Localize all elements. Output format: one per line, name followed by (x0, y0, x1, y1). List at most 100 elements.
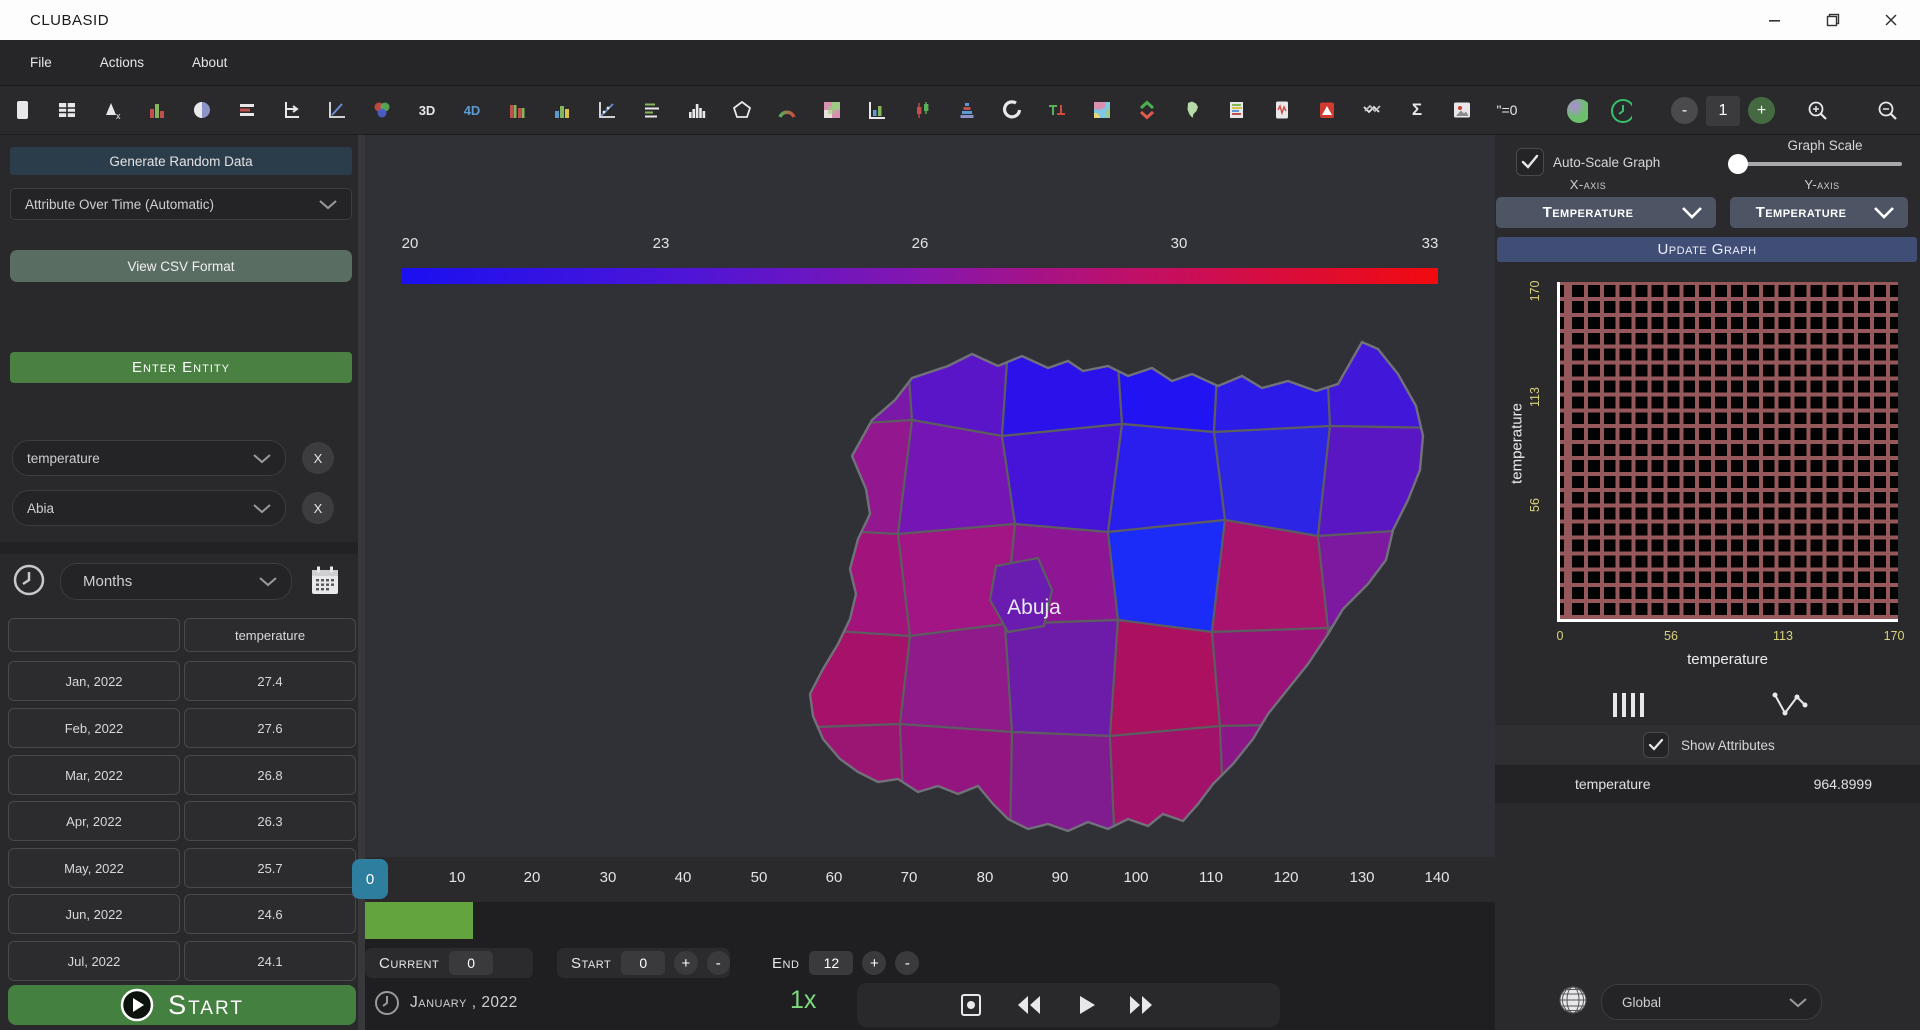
hlines-icon[interactable] (641, 99, 663, 121)
playback-controls (857, 983, 1280, 1027)
date-clock-icon (375, 991, 399, 1015)
start-value: 0 (621, 951, 666, 975)
line-chart-icon[interactable] (326, 99, 348, 121)
pyramid-icon[interactable] (956, 99, 978, 121)
app-title: CLUBASID (30, 11, 110, 29)
hbar-chart-icon[interactable] (236, 99, 258, 121)
graph-scale-slider[interactable] (1730, 162, 1902, 166)
waveform-icon[interactable] (1271, 99, 1293, 121)
axis-label-icon[interactable]: x (101, 99, 123, 121)
chevron-down-icon (253, 453, 271, 463)
timeline-range-bar[interactable] (365, 902, 473, 939)
step-chart-icon[interactable] (281, 99, 303, 121)
sigma-icon[interactable]: Σ (1411, 100, 1423, 119)
stop-button[interactable] (949, 983, 993, 1027)
zoom-in-icon[interactable] (1806, 86, 1828, 135)
chevrons-updown-icon[interactable] (1136, 99, 1158, 121)
calendar-icon[interactable] (310, 565, 340, 602)
start-increment-button[interactable]: + (674, 951, 698, 975)
table-row-value: 27.4 (184, 661, 356, 701)
view-csv-button[interactable]: View CSV Format (10, 250, 352, 282)
remove-entity-button[interactable]: X (302, 492, 334, 524)
chevron-down-icon (319, 199, 337, 209)
arch-chart-icon[interactable] (776, 99, 798, 121)
4d-chart-icon[interactable]: 4D (463, 102, 481, 118)
goalpost-icon[interactable] (1046, 99, 1068, 121)
end-decrement-button[interactable]: - (895, 951, 920, 975)
corner-chart-icon[interactable] (866, 99, 888, 121)
volcano-icon[interactable] (1316, 99, 1338, 121)
table-icon[interactable] (56, 99, 78, 121)
restore-icon (1826, 13, 1840, 27)
current-date: January , 2022 (374, 990, 518, 1016)
histogram-icon[interactable] (686, 99, 708, 121)
column-pairs-icon[interactable] (506, 99, 528, 121)
start-simulation-button[interactable]: Start (8, 985, 356, 1025)
terrain-map-icon[interactable] (1091, 99, 1113, 121)
nigeria-map[interactable]: Abuja (800, 328, 1430, 838)
rgb-circles-icon[interactable] (371, 99, 393, 121)
y-axis-dropdown[interactable]: Temperature (1730, 197, 1908, 228)
zoom-increase-button[interactable]: + (1748, 86, 1775, 135)
play-button[interactable] (1065, 983, 1109, 1027)
enter-entity-button[interactable]: Enter Entity (10, 352, 352, 383)
current-step-control: Current 0 (365, 948, 533, 978)
spiral-icon[interactable] (1001, 99, 1023, 121)
stacked-bars-icon[interactable] (1226, 99, 1248, 121)
minimize-button[interactable] (1746, 0, 1804, 40)
zoom-decrease-button[interactable]: - (1671, 86, 1698, 135)
menu-actions[interactable]: Actions (99, 55, 145, 70)
waves-icon[interactable] (1361, 99, 1383, 121)
scatter-plot[interactable] (1557, 282, 1898, 622)
document-icon[interactable] (11, 99, 33, 121)
rewind-button[interactable] (1007, 983, 1051, 1027)
playback-speed[interactable]: 1x (790, 986, 817, 1014)
history-clock-icon[interactable] (1610, 86, 1632, 135)
image-icon[interactable] (1451, 99, 1473, 121)
line-view-icon[interactable] (1771, 689, 1811, 724)
zoom-out-icon[interactable] (1876, 86, 1898, 135)
entity-dropdown[interactable]: Abia (12, 490, 286, 526)
menu-about[interactable]: About (192, 55, 228, 70)
region-dropdown[interactable]: Global (1601, 984, 1822, 1020)
regression-icon[interactable] (596, 99, 618, 121)
pentagon-icon[interactable] (731, 99, 753, 121)
attribute-dropdown[interactable]: temperature (12, 440, 286, 476)
autoscale-checkbox[interactable] (1516, 148, 1544, 176)
menu-file[interactable]: File (30, 55, 52, 70)
fast-forward-button[interactable] (1119, 983, 1163, 1027)
mode-dropdown[interactable]: Attribute Over Time (Automatic) (10, 188, 352, 220)
generate-random-data-button[interactable]: Generate Random Data (10, 147, 352, 175)
state-regions[interactable] (800, 328, 1430, 838)
end-increment-button[interactable]: + (862, 951, 887, 975)
mosaic-icon[interactable] (821, 99, 843, 121)
end-step-control: End 12 + - (758, 948, 931, 978)
remove-attribute-button[interactable]: X (302, 442, 334, 474)
x-tick: 56 (1664, 629, 1678, 643)
maximize-button[interactable] (1804, 0, 1862, 40)
quote-equals-zero-icon[interactable]: "=0 (1496, 102, 1518, 118)
africa-map-icon[interactable] (1181, 99, 1203, 121)
pie-chart-icon[interactable] (191, 99, 213, 121)
graph-scale-knob[interactable] (1728, 154, 1748, 174)
x-tick: 170 (1883, 629, 1905, 643)
gradient-circle-icon[interactable] (1566, 86, 1588, 135)
globe-icon (1558, 985, 1588, 1020)
start-decrement-button[interactable]: - (706, 951, 730, 975)
period-dropdown[interactable]: Months (60, 563, 292, 600)
current-label: Current (379, 954, 440, 972)
timeline-handle[interactable]: 0 (352, 859, 388, 899)
table-row-date: Apr, 2022 (8, 801, 180, 841)
3d-chart-icon[interactable]: 3D (418, 102, 436, 118)
left-sidebar: Generate Random Data Attribute Over Time… (0, 135, 365, 1030)
bars-view-icon[interactable] (1611, 691, 1645, 724)
autoscale-label: Auto-Scale Graph (1553, 155, 1661, 170)
close-button[interactable] (1862, 0, 1920, 40)
grouped-bars-icon[interactable] (551, 99, 573, 121)
candlestick-icon[interactable] (911, 99, 933, 121)
x-axis-dropdown[interactable]: Temperature (1496, 197, 1716, 228)
show-attributes-checkbox[interactable] (1643, 732, 1669, 758)
bar-chart-icon[interactable] (146, 99, 168, 121)
timeline-ruler[interactable]: 10 20 30 40 50 60 70 80 90 100 110 120 1… (365, 857, 1495, 902)
update-graph-button[interactable]: Update Graph (1497, 237, 1917, 262)
